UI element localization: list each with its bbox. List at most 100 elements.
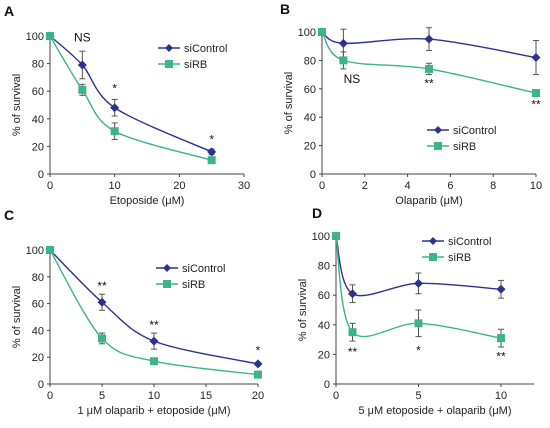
panel-label: B	[280, 1, 290, 17]
panel-label: A	[4, 3, 14, 19]
x-tick-label: 0	[47, 180, 53, 192]
x-tick-label: 10	[530, 180, 542, 192]
data-point-sicontrol	[149, 336, 159, 346]
legend-marker	[434, 126, 442, 134]
x-tick-label: 0	[333, 390, 339, 402]
y-tick-label: 0	[324, 379, 330, 391]
y-axis-label: % of survival	[297, 279, 309, 341]
x-tick-label: 20	[173, 180, 185, 192]
y-tick-label: 40	[318, 320, 330, 332]
y-tick-label: 40	[32, 325, 44, 337]
significance-label: **	[531, 98, 541, 112]
y-tick-label: 60	[318, 290, 330, 302]
data-point-sirb	[78, 85, 87, 94]
data-point-sicontrol	[97, 297, 107, 307]
series-line-sicontrol	[49, 249, 259, 365]
y-tick-label: 100	[312, 231, 330, 243]
x-tick-label: 5	[99, 390, 105, 402]
significance-label: **	[496, 349, 506, 363]
legend-label: siRB	[448, 252, 471, 264]
x-axis-label: 5 μM etoposide + olaparib (μM)	[359, 405, 512, 417]
x-tick-label: 30	[238, 180, 250, 192]
x-tick-label: 10	[495, 390, 507, 402]
data-point-sirb	[254, 370, 262, 379]
legend-label: siControl	[182, 263, 225, 275]
legend-label: siControl	[448, 236, 491, 248]
significance-label: NS	[74, 31, 91, 45]
y-tick-label: 100	[26, 245, 44, 257]
y-tick-label: 20	[304, 141, 316, 153]
y-tick-label: 60	[32, 86, 44, 98]
data-point-sirb	[425, 64, 433, 73]
legend-marker	[163, 264, 171, 272]
panel-b: B 0 20 40 60 80 100 0 2 4 6 8 10 Olaparib (μM) % of su…	[280, 1, 542, 207]
significance-label: *	[256, 344, 261, 358]
panel-c: C 0 20 40 60 80 100 0 5 10 15 20 1 μM olaparib + eto…	[4, 207, 264, 417]
data-point-sicontrol	[424, 34, 434, 44]
legend-label: siControl	[184, 43, 227, 55]
data-point-sirb	[207, 156, 216, 165]
y-axis-label: % of survival	[11, 74, 23, 136]
data-point-sicontrol	[77, 60, 87, 70]
y-tick-label: 20	[32, 141, 44, 153]
x-tick-label: 2	[362, 180, 368, 192]
data-point-sirb	[98, 334, 106, 343]
y-tick-label: 0	[38, 379, 44, 391]
legend-label: siRB	[182, 279, 205, 291]
data-point-sirb	[318, 28, 326, 36]
significance-label: **	[97, 279, 107, 293]
significance-label: NS	[344, 72, 361, 86]
significance-label: **	[149, 318, 159, 332]
series-line-sirb	[335, 235, 502, 339]
data-point-sicontrol	[414, 278, 423, 288]
series-line-sirb	[321, 31, 537, 94]
panel-a: A 0 20 40 60 80 100 0 10 20 30 Etoposide (μM) % of s…	[4, 3, 250, 207]
legend-marker	[163, 280, 171, 288]
y-tick-label: 40	[32, 114, 44, 126]
data-point-sirb	[150, 357, 158, 366]
y-tick-label: 60	[304, 84, 316, 96]
x-tick-label: 15	[200, 390, 212, 402]
y-tick-label: 80	[318, 261, 330, 273]
legend-label: siControl	[453, 125, 496, 137]
x-tick-label: 5	[415, 390, 421, 402]
y-tick-label: 80	[304, 55, 316, 67]
significance-label: *	[112, 82, 117, 96]
x-axis-label: 1 μM olaparib + etoposide (μM)	[78, 405, 231, 417]
data-point-sirb	[110, 127, 119, 136]
x-axis-label: Etoposide (μM)	[110, 195, 185, 207]
data-point-sirb	[46, 246, 54, 254]
series-line-sirb	[49, 249, 259, 376]
legend-marker	[434, 142, 442, 150]
data-point-sirb	[339, 56, 348, 65]
data-point-sicontrol	[207, 147, 217, 157]
x-tick-label: 6	[447, 180, 453, 192]
data-point-sicontrol	[253, 359, 263, 369]
data-point-sicontrol	[496, 284, 506, 294]
y-tick-label: 100	[298, 27, 316, 39]
series-line-sirb	[49, 35, 212, 161]
panel-d: D 0 20 40 60 80 100 0 5 10 5 μM etoposide + olapar…	[297, 205, 534, 417]
y-tick-label: 80	[32, 272, 44, 284]
y-axis-label: % of survival	[11, 286, 23, 348]
data-point-sirb	[348, 328, 357, 337]
legend-marker	[165, 60, 173, 68]
data-point-sirb	[497, 334, 505, 343]
y-axis-label: % of survival	[283, 72, 295, 134]
legend-marker	[429, 253, 437, 261]
x-tick-label: 0	[47, 390, 53, 402]
data-point-sicontrol	[110, 103, 120, 113]
legend-marker	[429, 237, 437, 245]
y-tick-label: 20	[32, 352, 44, 364]
significance-label: *	[416, 343, 421, 357]
significance-label: **	[424, 76, 434, 90]
x-tick-label: 0	[319, 180, 325, 192]
legend-marker	[165, 44, 173, 52]
panel-label: C	[4, 207, 14, 223]
y-tick-label: 60	[32, 299, 44, 311]
panel-label: D	[312, 205, 322, 221]
significance-label: *	[209, 133, 214, 147]
x-tick-label: 20	[252, 390, 264, 402]
x-tick-label: 8	[490, 180, 496, 192]
